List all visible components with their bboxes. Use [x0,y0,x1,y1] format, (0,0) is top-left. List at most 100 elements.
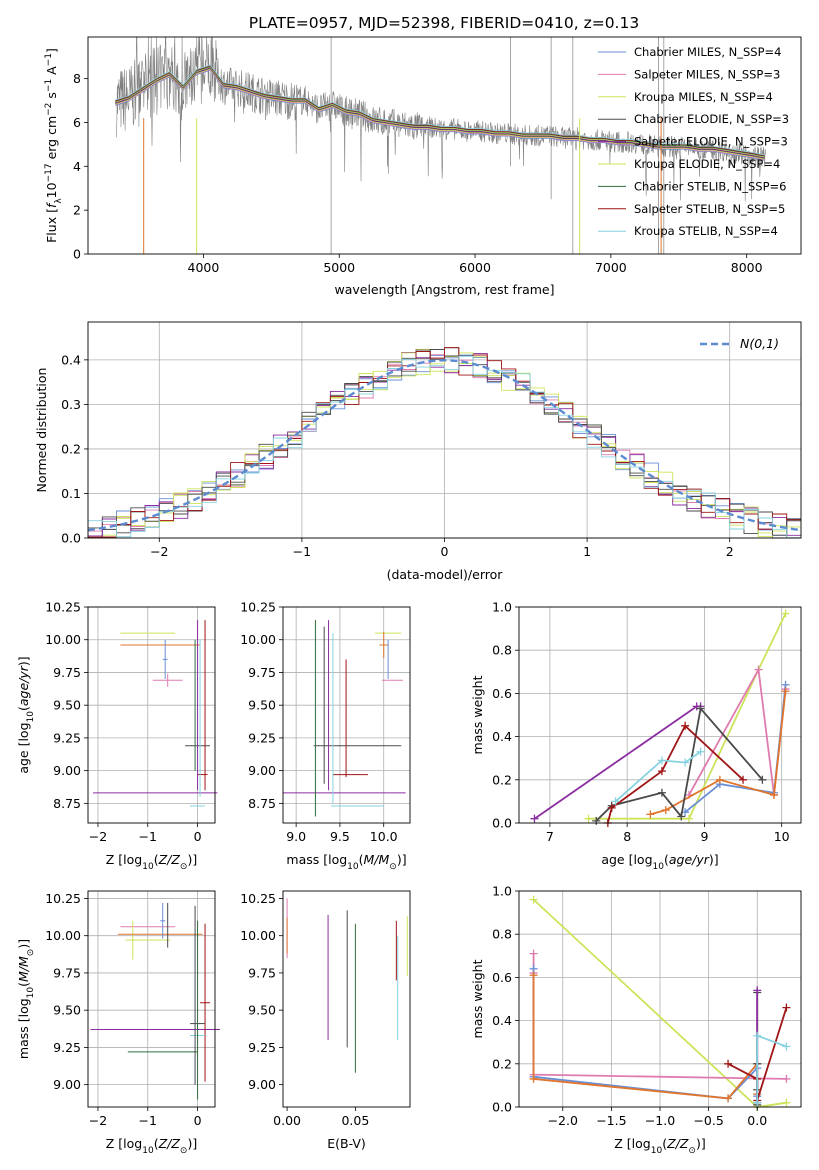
series-line [688,666,787,796]
model-line [115,65,765,157]
series [753,1031,791,1107]
axes: 7 8 9 10 0.0 0.2 0.4 0.6 0.8 1.0 [492,600,802,844]
axes-frame [518,606,802,824]
legend-label: N(0,1) [740,336,779,351]
x-axis-label: (data-model)/error [387,567,504,582]
point-marker [753,1031,762,1040]
y-axis-label: Normed distribution [34,368,49,493]
series [592,704,767,825]
y-tick-label: 10.25 [240,891,276,906]
legend: N(0,1) [700,336,779,351]
plot-area [87,347,802,539]
point-marker [724,1094,733,1103]
x-tick-label: 10.0 [370,829,398,844]
point-marker [696,747,705,756]
y-tick-label: 0.4 [492,1013,512,1028]
series [684,665,790,799]
y-tick-label: 0.4 [61,352,81,367]
y-tick-label: 9.50 [248,698,276,713]
legend-label: Kroupa STELIB, N_SSP=4 [634,224,778,238]
axes-frame [87,606,216,824]
y-tick-label: 1.0 [492,884,512,899]
x-tick-label: 8000 [731,260,763,275]
point-marker [529,971,538,980]
y-tick-label: 8 [73,71,81,86]
legend-label: Salpeter MILES, N_SSP=3 [634,67,780,81]
massweight-vs-metallicity-panel: −2.0 −1.5 −1.0 −0.5 0.0 0.0 0.2 0.4 0.6 0.8 1.0 Z [… [470,884,802,1156]
plot-area [90,902,220,1100]
model-line [115,68,765,160]
y-tick-label: 9.75 [248,965,276,980]
plot-area [529,895,791,1111]
figure-title: PLATE=0957, MJD=52398, FIBERID=0410, z=0… [249,14,639,32]
y-tick-label: 0.8 [492,927,512,942]
x-tick-label: 10 [774,829,790,844]
y-tick-label: 0.1 [61,486,81,501]
spectrum-panel: 4000 5000 6000 7000 8000 0 2 4 6 8 wavelength [Ang… [44,36,802,297]
y-tick-label: 2 [73,203,81,218]
point-marker [753,986,762,995]
y-axis-label: mass weight [470,675,485,754]
x-tick-label: −0.5 [693,1113,723,1128]
point-marker [781,609,790,618]
x-tick-label: −1 [293,544,311,559]
series-line [615,750,702,803]
y-tick-label: 10.00 [45,928,81,943]
massweight-vs-age-panel: 7 8 9 10 0.0 0.2 0.4 0.6 0.8 1.0 age [log10(age/yr… [470,600,802,872]
x-tick-label: 9.0 [286,829,306,844]
x-tick-label: −1 [139,1113,157,1128]
point-marker [529,1074,538,1083]
y-tick-label: 6 [73,115,81,130]
legend-label: Chabrier STELIB, N_SSP=6 [634,179,786,193]
y-tick-label: 0.2 [492,772,512,787]
point-marker [657,756,666,765]
histogram-line [88,355,801,539]
model-line [115,69,765,161]
point-marker [715,775,724,784]
model-line [115,64,765,156]
legend-label: Chabrier ELODIE, N_SSP=3 [634,112,789,126]
axes: −2 −1 0 9.00 9.25 9.50 9.75 10.00 10.25 [45,890,216,1128]
mass-vs-ebv-panel: 0.00 0.05 9.00 9.25 9.50 9.75 10.00 10.25 E(B-V) [240,890,411,1151]
y-tick-label: 10.25 [240,600,276,615]
point-marker [661,806,670,815]
y-tick-label: 1.0 [492,600,512,615]
y-tick-label: 10.00 [240,632,276,647]
x-tick-label: 7000 [595,260,627,275]
data-point [162,639,168,679]
mass-vs-metallicity-panel: −2 −1 0 9.00 9.25 9.50 9.75 10.00 10.25 Z [log10(… [16,890,220,1156]
x-tick-label: 0 [441,544,449,559]
legend-label: Chabrier MILES, N_SSP=4 [634,45,781,59]
point-marker [769,790,778,799]
series-line [532,968,759,1100]
y-tick-label: 9.75 [53,665,81,680]
residuals-panel: −2 −1 0 1 2 0.0 0.1 0.2 0.3 0.4 (data-model)/error… [34,321,802,582]
x-tick-label: −1 [139,829,157,844]
point-marker [782,1098,791,1107]
series [611,747,705,806]
point-marker [529,949,538,958]
x-axis-label: E(B-V) [327,1136,366,1151]
axes-frame [282,606,411,824]
x-tick-label: 4000 [188,260,220,275]
legend-label: Salpeter STELIB, N_SSP=5 [634,202,785,216]
y-tick-label: 0.3 [61,397,81,412]
normal-reference-curve [87,359,802,532]
x-tick-label: 0.00 [273,1113,301,1128]
x-tick-label: −1.0 [645,1113,675,1128]
x-axis-label: Z [log10(Z/Z⊙)] [614,1136,705,1156]
axes: −2 −1 0 8.75 9.00 9.25 9.50 9.75 10.00 10.25 [45,600,216,844]
x-tick-label: 0.0 [747,1113,767,1128]
x-tick-label: 2 [726,544,734,559]
x-tick-label: 0 [194,829,202,844]
axes: 4000 5000 6000 7000 8000 0 2 4 6 8 [73,36,802,275]
x-axis-label: mass [log10(M/M⊙)] [286,852,406,872]
y-tick-label: 0.2 [492,1056,512,1071]
point-marker [758,775,767,784]
x-axis-label: age [log10(age/yr)] [601,852,718,872]
x-tick-label: 6000 [459,260,491,275]
y-tick-label: 9.00 [53,1077,81,1092]
point-marker [530,814,539,823]
y-tick-label: 0.0 [492,1100,512,1115]
data-point [160,902,166,939]
